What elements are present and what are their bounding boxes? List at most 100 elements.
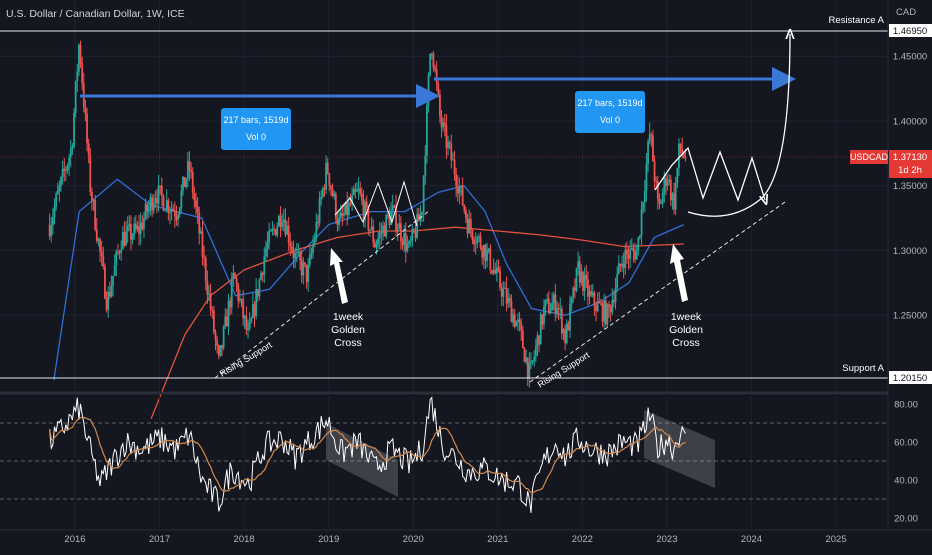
candle-body [604, 300, 607, 325]
candle-body [562, 329, 565, 334]
candle-body [91, 191, 93, 202]
candle-body [79, 44, 82, 63]
candle-body [372, 226, 375, 243]
measure-box-2[interactable] [575, 91, 645, 133]
candle-body [151, 197, 153, 211]
candle-body [500, 287, 503, 297]
support-price-tag [889, 371, 932, 384]
candle-body [238, 298, 241, 301]
rsi-line[interactable] [49, 396, 686, 513]
candle-body [154, 198, 157, 203]
candle-body [401, 240, 404, 246]
resistance-label: Resistance A [829, 15, 885, 26]
candle-body [526, 357, 529, 378]
candle-body [330, 185, 332, 189]
candle-body [128, 223, 131, 227]
time-tick-label: 2016 [64, 534, 85, 545]
candle-body [497, 267, 500, 271]
rsi-channel-1[interactable] [326, 423, 398, 497]
measure-box-1-line1: 217 bars, 1519d [223, 115, 288, 125]
candle-body [237, 285, 240, 301]
candle-body [635, 250, 638, 260]
candle-body [598, 301, 601, 304]
candle-body [429, 53, 432, 76]
candle-body [534, 346, 537, 357]
projection-curve[interactable] [687, 34, 790, 217]
candle-body [510, 300, 513, 323]
candle-body [626, 249, 628, 255]
candle-body [665, 177, 667, 186]
time-tick-label: 2022 [572, 534, 593, 545]
candle-body [512, 314, 514, 323]
candle-body [448, 142, 451, 144]
candle-body [252, 304, 254, 319]
candle-body [247, 328, 249, 331]
candle-body [286, 225, 288, 235]
candle-body [447, 142, 449, 148]
candle-body [533, 356, 536, 361]
candle-body [580, 271, 583, 283]
candle-body [334, 193, 337, 219]
candle-body [245, 315, 248, 331]
candle-body [276, 226, 279, 236]
candle-body [53, 206, 56, 218]
candle-body [61, 168, 64, 178]
candle-body [56, 190, 59, 195]
candle-body [209, 293, 212, 310]
golden-cross-arrow-1[interactable] [330, 248, 348, 304]
candle-body [650, 134, 653, 136]
candle-body [452, 159, 454, 161]
candle-body [676, 167, 679, 184]
candle-body [624, 249, 627, 268]
candle-body [84, 106, 87, 114]
measure-box-1[interactable] [221, 108, 291, 150]
candle-body [225, 316, 228, 327]
golden-cross-1-line1: 1week [333, 311, 364, 323]
candle-body [577, 261, 580, 269]
candle-body [97, 239, 100, 241]
candle-body [66, 165, 69, 171]
candle-body [682, 153, 685, 158]
candle-body [230, 278, 233, 308]
candle-body [117, 251, 119, 253]
rsi-grid [0, 396, 888, 528]
candle-body [502, 288, 505, 297]
candle-body [468, 219, 471, 234]
candle-body [354, 189, 357, 192]
candle-body [408, 241, 410, 244]
current-price: 1.37130 [893, 152, 927, 163]
candle-body [50, 225, 53, 237]
candle-body [595, 305, 597, 312]
candle-body [466, 218, 469, 234]
candle-body [434, 67, 436, 70]
candle-body [422, 176, 425, 213]
candle-body [681, 148, 684, 154]
candle-body [110, 285, 113, 297]
rising-support-line-2[interactable] [529, 201, 786, 383]
golden-cross-arrow-2[interactable] [670, 244, 688, 302]
rising-support-line-1[interactable] [214, 209, 431, 379]
candle-body [487, 248, 490, 251]
candle-body [95, 229, 98, 241]
candle-body [180, 190, 183, 208]
candle-body [240, 298, 243, 300]
candle-body [560, 308, 563, 334]
candle-body [495, 267, 498, 274]
candle-body [365, 202, 368, 208]
candle-body [346, 201, 349, 216]
candle-body [591, 292, 594, 296]
candle-body [621, 263, 623, 267]
projection-zigzag-2023[interactable] [654, 146, 765, 200]
candle-body [273, 228, 275, 230]
time-tick-label: 2025 [825, 534, 846, 545]
rsi-ma-line[interactable] [49, 416, 686, 493]
candle-body [76, 71, 79, 82]
candle-body [378, 232, 381, 239]
candle-body [99, 239, 101, 252]
projection-zigzag-2019[interactable] [334, 180, 418, 227]
candle-body [138, 226, 140, 234]
candle-body [479, 236, 482, 248]
candle-body [461, 185, 464, 206]
currency-label: CAD [896, 7, 916, 18]
candle-body [152, 202, 155, 211]
